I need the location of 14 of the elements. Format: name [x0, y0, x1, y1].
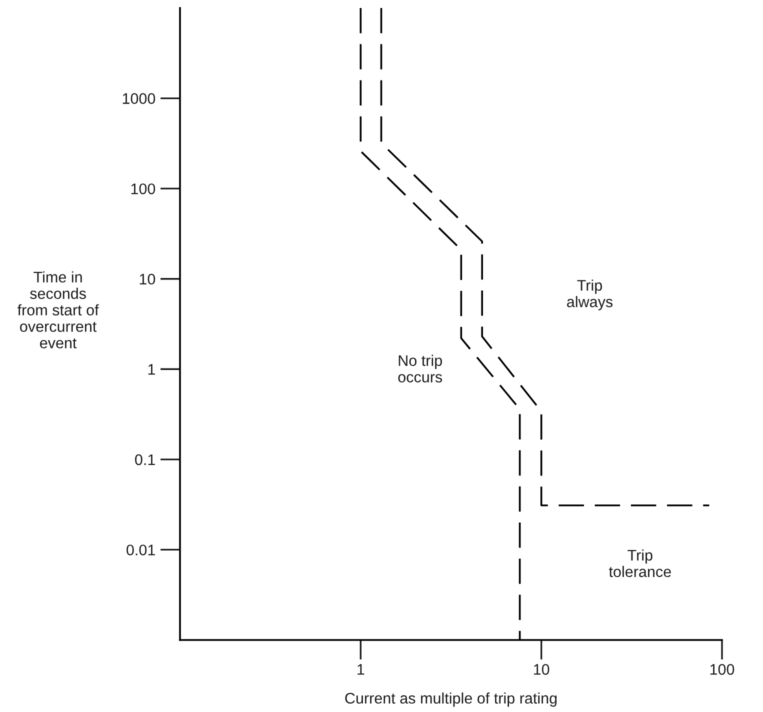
annotation: Trip tolerance	[608, 549, 671, 578]
y-tick-label: 10	[140, 274, 156, 285]
x-tick-label: 1	[358, 664, 364, 675]
y-tick-label: 0.1	[135, 454, 155, 466]
y-tick-label: 0.01	[126, 544, 155, 556]
annotation: Trip always	[567, 280, 613, 310]
x-axis-title: Current as multiple of trip rating	[345, 692, 557, 707]
y-tick-label: 100	[131, 183, 156, 194]
y-tick-label: 1	[148, 364, 155, 375]
y-tick-label: 1000	[122, 93, 156, 104]
x-tick-label: 10	[534, 664, 550, 675]
annotation: No trip occurs	[398, 354, 442, 382]
x-tick-label: 100	[710, 664, 734, 675]
y-axis-title: Time in seconds from start of overcurrent event	[18, 271, 99, 348]
